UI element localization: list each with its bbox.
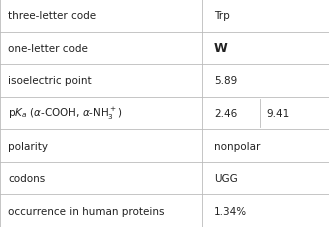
Text: UGG: UGG	[214, 173, 238, 183]
Text: 9.41: 9.41	[266, 109, 290, 118]
Text: W: W	[214, 42, 228, 55]
Text: three-letter code: three-letter code	[8, 11, 96, 21]
Text: 5.89: 5.89	[214, 76, 237, 86]
Text: one-letter code: one-letter code	[8, 44, 88, 54]
Text: nonpolar: nonpolar	[214, 141, 260, 151]
Text: 2.46: 2.46	[214, 109, 237, 118]
Text: codons: codons	[8, 173, 45, 183]
Text: isoelectric point: isoelectric point	[8, 76, 92, 86]
Text: 1.34%: 1.34%	[214, 206, 247, 216]
Text: p$K_a$ ($\alpha$-COOH, $\alpha$-NH$_3^+$): p$K_a$ ($\alpha$-COOH, $\alpha$-NH$_3^+$…	[8, 106, 122, 121]
Text: Trp: Trp	[214, 11, 230, 21]
Text: occurrence in human proteins: occurrence in human proteins	[8, 206, 165, 216]
Text: polarity: polarity	[8, 141, 48, 151]
